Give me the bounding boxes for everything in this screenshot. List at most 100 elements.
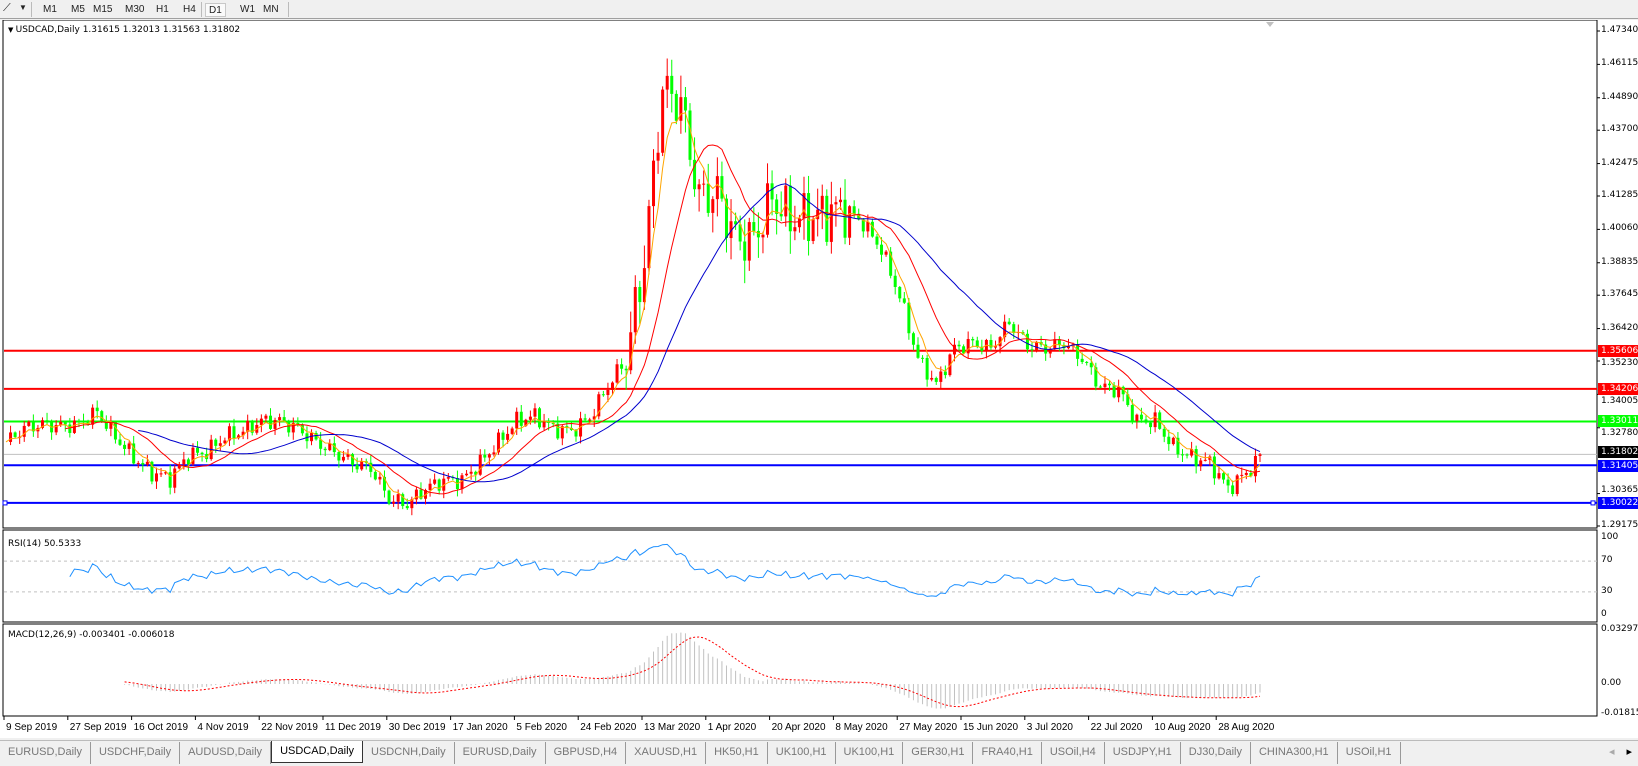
chart-tab[interactable]: EURUSD,Daily (0, 742, 91, 764)
line-tools-icon[interactable]: ⟋ (3, 2, 11, 14)
timeframe-m1[interactable]: M1 (43, 4, 57, 15)
bull-candle (1235, 475, 1239, 494)
chevron-down-icon[interactable]: ▼ (19, 3, 27, 12)
bull-candle (328, 443, 332, 451)
bull-candle (610, 382, 614, 390)
bull-candle (533, 408, 537, 417)
bear-candle (104, 420, 108, 429)
chart-tab[interactable]: USDCNH,Daily (363, 742, 455, 764)
bull-candle (592, 416, 596, 420)
bear-candle (186, 459, 190, 465)
bear-candle (437, 479, 441, 491)
tab-scroll-right-icon[interactable]: ▸ (1626, 746, 1632, 758)
chart-tab[interactable]: USDCHF,Daily (91, 742, 181, 764)
bull-candle (433, 479, 437, 484)
chart-tab[interactable]: UK100,H1 (768, 742, 836, 764)
chart-tab[interactable]: FRA40,H1 (973, 742, 1042, 764)
bear-candle (1025, 333, 1029, 350)
bear-candle (214, 439, 218, 446)
chart-tab[interactable]: DJ30,Daily (1181, 742, 1251, 764)
bull-candle (1053, 339, 1057, 349)
chart-tab[interactable]: GER30,H1 (903, 742, 974, 764)
x-tick-label: 24 Feb 2020 (580, 722, 637, 733)
level-handle (1590, 500, 1596, 506)
timeframe-w1[interactable]: W1 (240, 4, 255, 15)
chart-tab[interactable]: USDJPY,H1 (1105, 742, 1181, 764)
bear-candle (1144, 419, 1148, 423)
chart-tab[interactable]: USOil,H1 (1338, 742, 1401, 764)
chart-tab[interactable]: UK100,H1 (836, 742, 904, 764)
bull-candle (528, 416, 532, 420)
bear-candle (1085, 361, 1089, 363)
bear-candle (82, 421, 86, 423)
collapse-triangle-icon[interactable]: ▼ (8, 26, 16, 34)
bull-candle (793, 227, 797, 232)
bull-candle (715, 176, 719, 200)
bull-candle (1240, 474, 1244, 476)
bull-candle (542, 421, 546, 428)
timeframe-d1[interactable]: D1 (205, 3, 226, 17)
bull-candle (465, 473, 469, 476)
level-price-tag: 1.35606 (1598, 344, 1638, 357)
chart-tab[interactable]: GBPUSD,H4 (546, 742, 627, 764)
bear-candle (916, 344, 920, 358)
bull-candle (164, 472, 168, 474)
chart-canvas[interactable] (0, 20, 1638, 738)
timeframe-m30[interactable]: M30 (125, 4, 145, 15)
bull-candle (241, 431, 245, 436)
bull-candle (191, 447, 195, 465)
timeframe-h4[interactable]: H4 (183, 4, 196, 15)
bear-candle (282, 417, 286, 421)
bull-candle (310, 432, 314, 442)
chart-window[interactable]: ▼ USDCAD,Daily 1.31615 1.32013 1.31563 1… (0, 20, 1638, 738)
bull-candle (1253, 455, 1257, 477)
timeframe-mn[interactable]: MN (263, 4, 279, 15)
y-tick-label: 1.40060 (1601, 223, 1638, 234)
bear-candle (1226, 479, 1230, 486)
x-tick-label: 11 Dec 2019 (325, 722, 381, 733)
bear-candle (706, 183, 710, 213)
bear-candle (132, 443, 136, 464)
timeframe-h1[interactable]: H1 (156, 4, 169, 15)
chart-tab[interactable]: USOil,H4 (1042, 742, 1105, 764)
bull-candle (930, 377, 934, 380)
bull-candle (866, 221, 870, 232)
bull-candle (246, 420, 250, 432)
toolbar-separator (31, 2, 32, 17)
bear-candle (670, 75, 674, 94)
timeframe-m15[interactable]: M15 (93, 4, 113, 15)
level-handle (2, 500, 8, 506)
bear-candle (989, 339, 993, 348)
bear-candle (369, 462, 373, 472)
bull-candle (109, 421, 113, 429)
bear-candle (743, 241, 747, 261)
bull-candle (816, 209, 820, 220)
timeframe-m5[interactable]: M5 (71, 4, 85, 15)
bull-candle (22, 425, 26, 437)
bull-candle (154, 473, 158, 482)
bear-candle (720, 176, 724, 199)
chart-tab[interactable]: XAUUSD,H1 (626, 742, 707, 764)
bull-candle (227, 426, 231, 441)
main-pane-frame (2, 20, 1598, 529)
x-tick-label: 27 Sep 2019 (69, 722, 127, 733)
bear-candle (734, 221, 738, 225)
bear-candle (857, 213, 861, 220)
bear-candle (150, 461, 154, 482)
current-price-tag: 1.31802 (1598, 446, 1638, 459)
chart-tab[interactable]: USDCAD,Daily (271, 741, 364, 763)
bear-candle (538, 408, 542, 428)
bull-candle (223, 440, 227, 444)
chart-tab[interactable]: HK50,H1 (706, 742, 768, 764)
chart-tab[interactable]: AUDUSD,Daily (180, 742, 272, 764)
chart-tab[interactable]: CHINA300,H1 (1251, 742, 1338, 764)
tab-scroll-left-icon[interactable]: ◂ (1608, 746, 1615, 758)
bear-candle (250, 420, 254, 433)
chart-tab[interactable]: EURUSD,Daily (455, 742, 546, 764)
bear-candle (31, 421, 35, 432)
bull-candle (665, 75, 669, 90)
bear-candle (556, 423, 560, 439)
bear-candle (95, 407, 99, 412)
bear-candle (196, 447, 200, 453)
bear-candle (1222, 473, 1226, 480)
